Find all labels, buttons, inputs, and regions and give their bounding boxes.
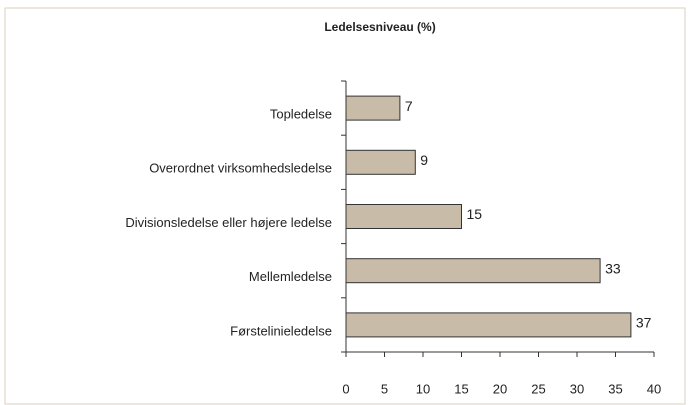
bar	[345, 149, 416, 175]
value-label: 15	[467, 206, 483, 222]
chart-frame	[4, 7, 686, 405]
value-label: 9	[420, 152, 428, 168]
y-tick-label: Førstelinieledelse	[230, 323, 332, 338]
x-tick-label: 15	[454, 381, 468, 396]
bar	[345, 204, 462, 229]
x-tick-label: 0	[342, 381, 349, 396]
x-tick-label: 30	[570, 381, 584, 396]
value-label: 33	[605, 260, 621, 276]
bar	[345, 95, 401, 121]
bar	[345, 312, 632, 338]
bar	[345, 258, 601, 284]
x-tick-label: 35	[608, 381, 622, 396]
x-tick-label: 40	[647, 381, 661, 396]
y-tick-label: Topledelse	[270, 107, 332, 122]
value-label: 7	[405, 98, 413, 114]
y-tick-label: Overordnet virksomhedsledelse	[149, 161, 332, 176]
x-tick-label: 5	[381, 381, 388, 396]
y-tick-label: Mellemledelse	[249, 269, 332, 284]
x-tick-label: 20	[493, 381, 507, 396]
y-tick-label: Divisionsledelse eller højere ledelse	[125, 215, 332, 230]
value-label: 37	[636, 315, 652, 331]
chart-title: Ledelsesniveau (%)	[324, 20, 435, 34]
x-tick-label: 10	[416, 381, 430, 396]
x-tick-label: 25	[531, 381, 545, 396]
